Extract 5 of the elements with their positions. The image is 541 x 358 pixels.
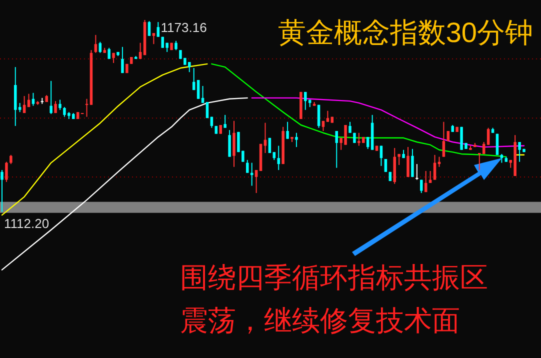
annotation: 围绕四季循环指标共振区: [180, 262, 488, 293]
annotation: 1173.16: [160, 20, 207, 35]
annotation: 1112.20: [4, 216, 50, 231]
title: 黄金概念指数30分钟: [278, 17, 533, 48]
annotation: 震荡，继续修复技术面: [180, 305, 460, 336]
